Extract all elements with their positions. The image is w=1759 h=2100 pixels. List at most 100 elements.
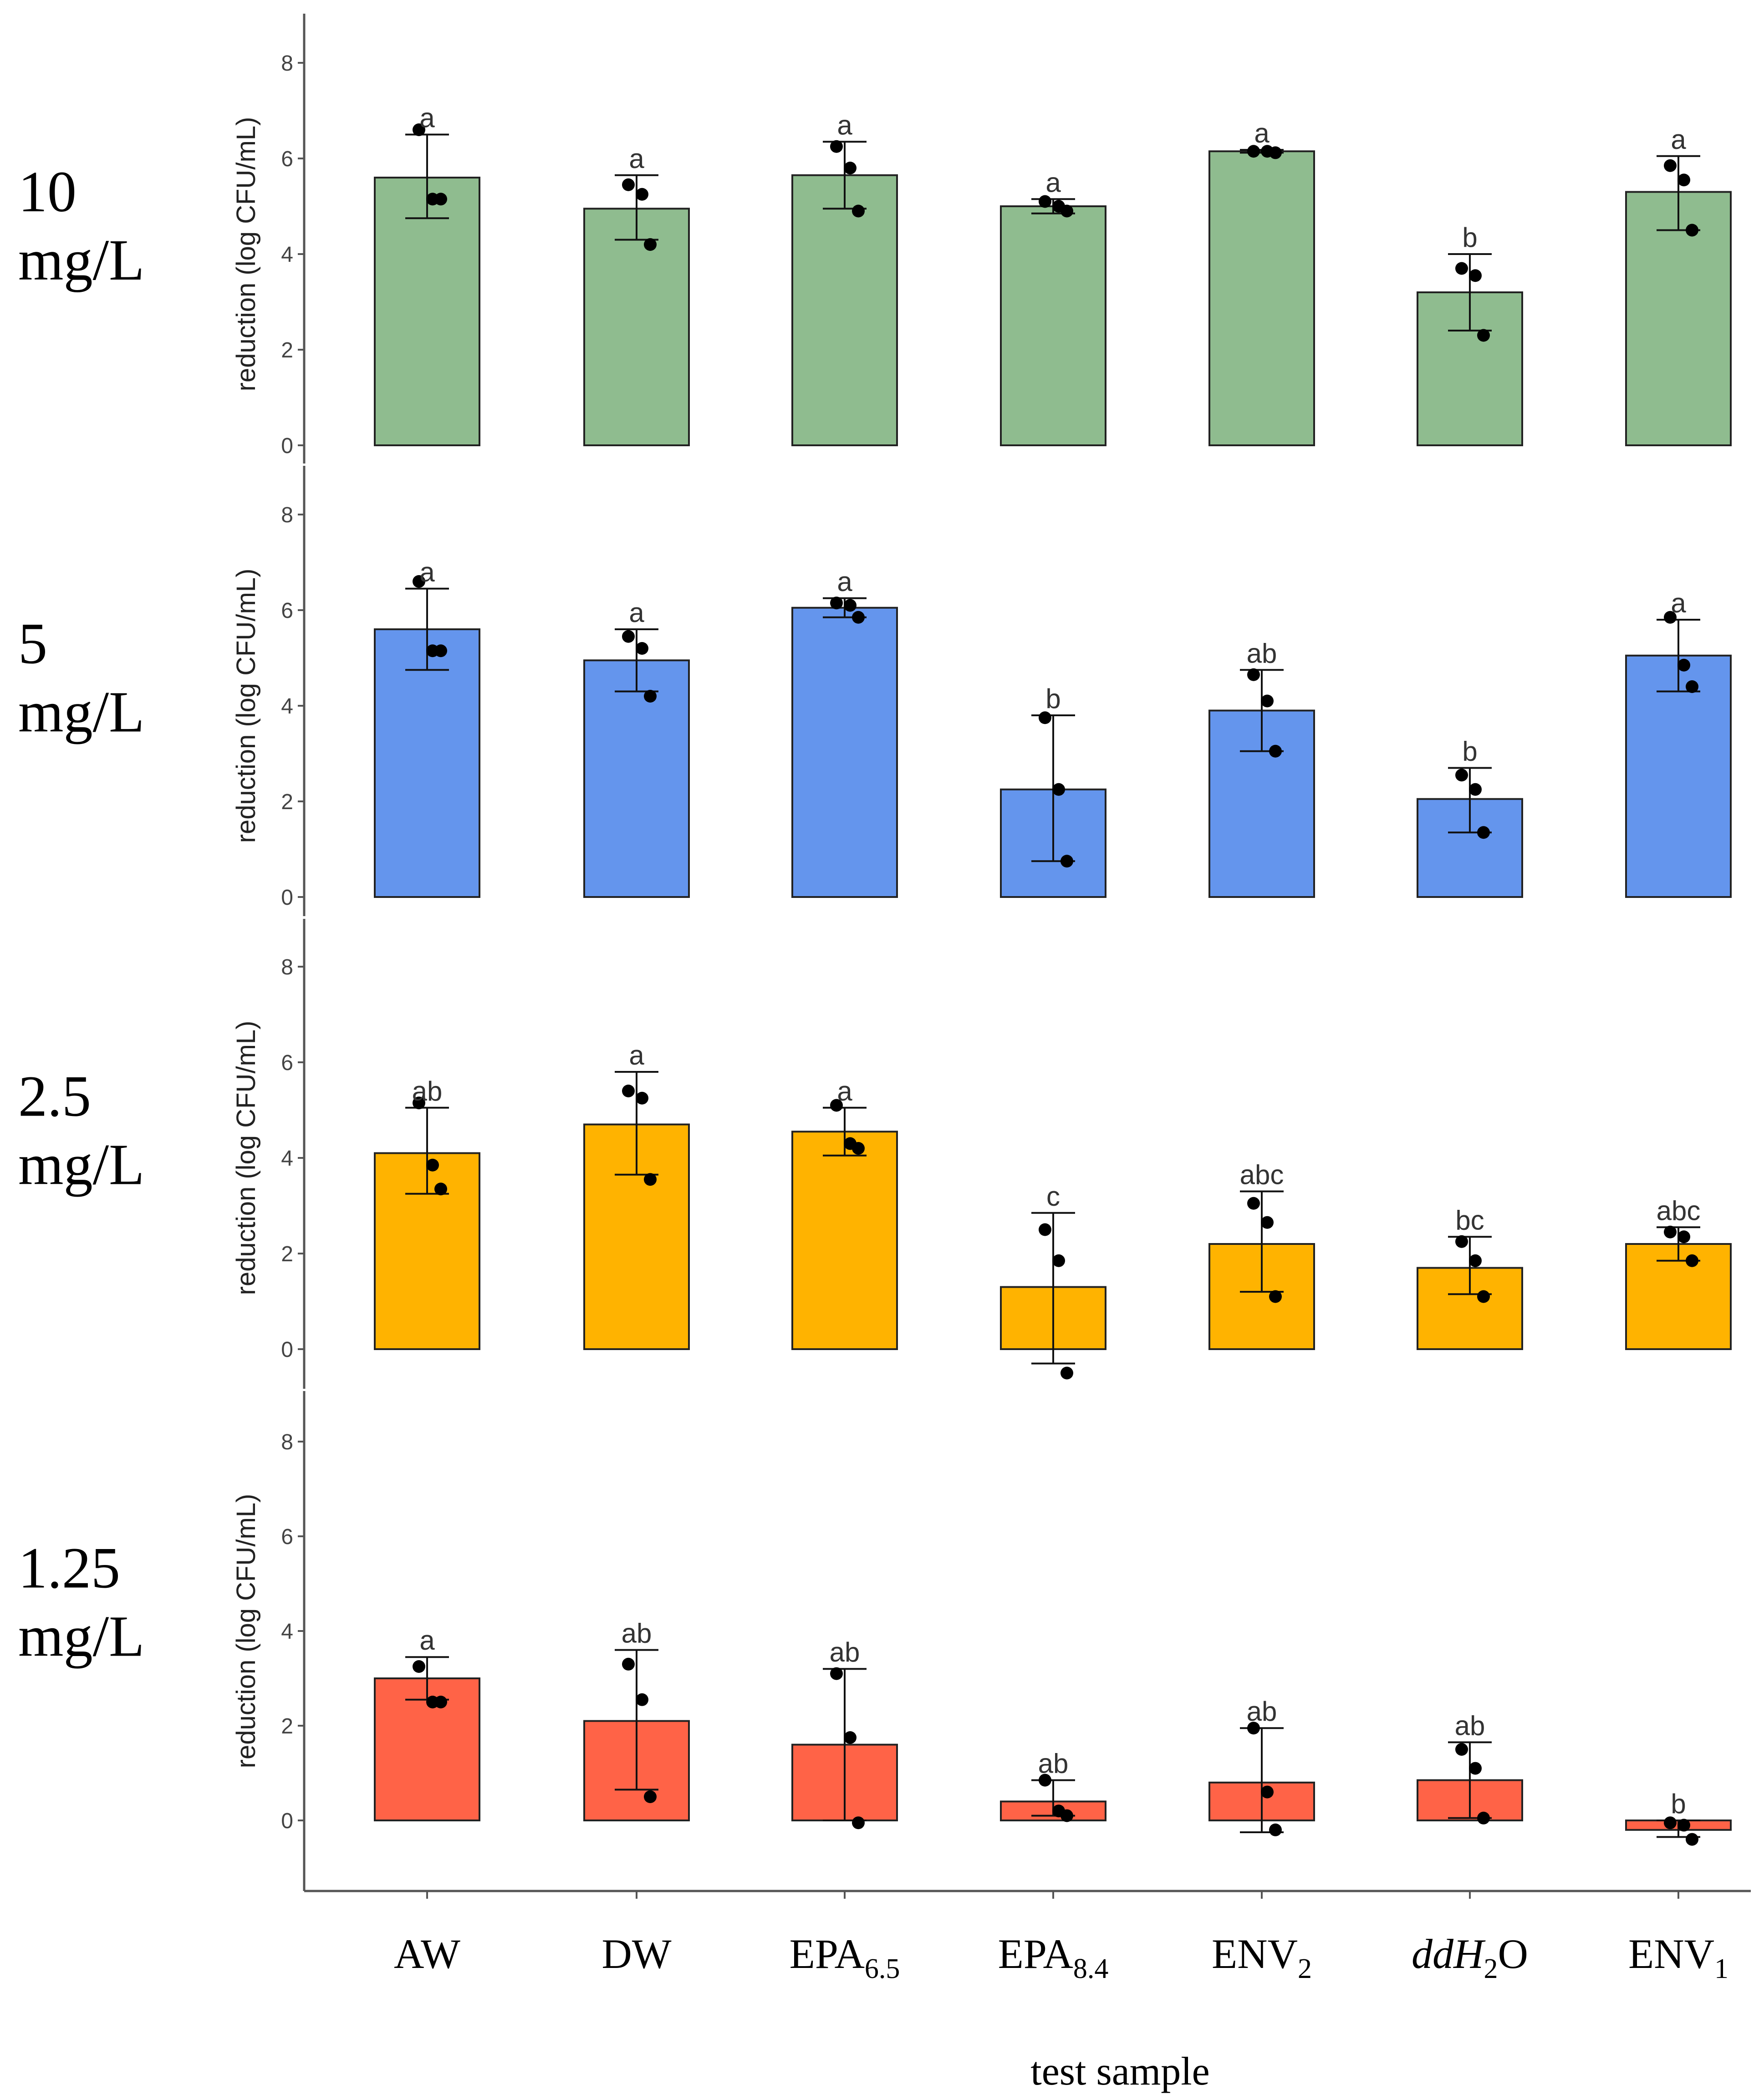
x-tick-label-tail: O <box>1498 1931 1528 1977</box>
x-tick-label: ENV1 <box>1628 1931 1728 1984</box>
panel-1: 10 mg/L 0 2 4 6 8 reduction (log CFU/mL) a a a a a b a <box>18 14 1732 464</box>
data-point <box>1261 694 1274 708</box>
significance-letter: ab <box>830 1637 860 1667</box>
bar <box>583 208 690 446</box>
y-tick-label: 2 <box>281 1242 293 1266</box>
data-point <box>1677 173 1690 187</box>
data-point <box>1686 1833 1698 1846</box>
data-point <box>1039 195 1051 208</box>
concentration-line: mg/L <box>18 1604 144 1669</box>
significance-letter: a <box>837 1076 852 1106</box>
y-axis-title: reduction (log CFU/mL) <box>231 569 261 843</box>
data-point <box>1477 329 1490 342</box>
y-tick-label: 4 <box>281 1147 293 1171</box>
y-tick-label: 8 <box>281 503 293 527</box>
data-point <box>1664 159 1677 172</box>
bar <box>1000 205 1106 446</box>
data-point <box>1477 826 1490 839</box>
significance-letter: b <box>1671 1789 1686 1819</box>
concentration-line: 2.5 <box>18 1064 91 1129</box>
data-point <box>426 1158 439 1172</box>
x-tick-label-base: EPA <box>790 1931 865 1977</box>
concentration-label: 2.5 mg/L <box>18 1064 144 1197</box>
data-point <box>1269 1290 1282 1303</box>
data-point <box>644 1173 657 1186</box>
concentration-label: 1.25 mg/L <box>18 1536 144 1669</box>
data-point <box>852 1816 865 1830</box>
data-point <box>1261 1216 1274 1229</box>
data-point <box>636 1091 648 1105</box>
data-point <box>1477 1290 1490 1303</box>
data-point <box>1052 783 1065 796</box>
significance-letter: a <box>419 1625 435 1656</box>
data-point <box>636 188 648 201</box>
data-point <box>852 204 865 218</box>
data-point <box>434 193 447 206</box>
data-point <box>1060 1809 1073 1822</box>
data-point <box>413 1660 425 1673</box>
significance-letter: ab <box>412 1076 443 1106</box>
panel-3: 2.5 mg/L 0 2 4 6 8 reduction (log CFU/mL) ab a a c a… <box>18 919 1732 1389</box>
data-point <box>622 178 635 191</box>
x-tick-label: ddH2O <box>1412 1931 1528 1984</box>
concentration-label: 10 mg/L <box>18 159 144 292</box>
data-point <box>1664 611 1677 624</box>
y-tick-label: 6 <box>281 147 293 171</box>
y-axis-title: reduction (log CFU/mL) <box>231 1021 261 1295</box>
significance-letter: ab <box>622 1618 652 1649</box>
significance-letter: abc <box>1240 1160 1284 1190</box>
x-axis: AW DW EPA6.5 EPA8.4 ENV2 ddH2O ENV1 <box>394 1891 1728 1984</box>
y-tick-label: 0 <box>281 1338 293 1362</box>
x-tick-label-subscript: 6.5 <box>865 1953 900 1984</box>
x-tick-label: DW <box>602 1931 671 1977</box>
y-tick-label: 2 <box>281 1714 293 1738</box>
concentration-line: 10 <box>18 159 76 224</box>
data-point <box>1664 1816 1677 1830</box>
bar <box>791 1131 898 1350</box>
x-tick-label: AW <box>394 1931 460 1977</box>
y-tick-label: 6 <box>281 1525 293 1549</box>
data-point <box>1247 1197 1260 1210</box>
concentration-line: 5 <box>18 612 47 676</box>
significance-letter: ab <box>1038 1748 1069 1779</box>
y-tick-label: 4 <box>281 1620 293 1644</box>
data-point <box>1269 744 1282 758</box>
significance-letter: a <box>1045 167 1061 198</box>
bar <box>1208 150 1315 446</box>
data-point <box>1469 269 1482 282</box>
significance-letter: ab <box>1247 638 1277 668</box>
data-point <box>434 1183 447 1196</box>
significance-letter: a <box>629 597 644 628</box>
x-tick-label: EPA8.4 <box>998 1931 1109 1984</box>
concentration-label: 5 mg/L <box>18 612 144 744</box>
significance-letter: a <box>1254 118 1270 148</box>
data-point <box>1060 204 1073 218</box>
data-point <box>1469 1762 1482 1775</box>
data-point <box>622 1657 635 1671</box>
significance-letter: b <box>1462 736 1477 767</box>
significance-letter: a <box>419 557 435 587</box>
significance-letter: b <box>1045 683 1060 714</box>
data-point <box>830 1099 843 1112</box>
data-point <box>413 123 425 136</box>
data-point <box>830 140 843 153</box>
data-point <box>1469 783 1482 796</box>
data-point <box>1455 769 1468 782</box>
data-point <box>1455 262 1468 275</box>
y-tick-label: 8 <box>281 955 293 979</box>
data-point <box>1664 1225 1677 1239</box>
x-tick-label: ENV2 <box>1212 1931 1312 1984</box>
data-point <box>1060 1366 1073 1380</box>
data-point <box>622 1085 635 1097</box>
data-point <box>1677 1819 1690 1832</box>
significance-letter: bc <box>1455 1205 1484 1235</box>
y-tick-label: 6 <box>281 1051 293 1075</box>
x-tick-label-base: ddH <box>1412 1931 1486 1977</box>
data-point <box>413 1096 425 1110</box>
data-point <box>636 1693 648 1706</box>
significance-letter: a <box>629 1040 644 1070</box>
data-point <box>1060 855 1073 868</box>
data-point <box>1686 224 1698 237</box>
significance-letter: b <box>1462 222 1477 253</box>
x-tick-label-base: ENV <box>1212 1931 1298 1977</box>
